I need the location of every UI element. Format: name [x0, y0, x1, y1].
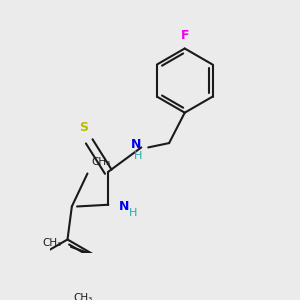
Text: F: F — [181, 29, 189, 42]
Text: N: N — [131, 138, 141, 151]
Text: CH₃: CH₃ — [74, 293, 93, 300]
Text: S: S — [80, 122, 88, 134]
Text: H: H — [128, 208, 137, 218]
Text: CH₃: CH₃ — [42, 238, 62, 248]
Text: H: H — [134, 151, 142, 161]
Text: CH₃: CH₃ — [91, 158, 110, 167]
Text: N: N — [119, 200, 129, 213]
